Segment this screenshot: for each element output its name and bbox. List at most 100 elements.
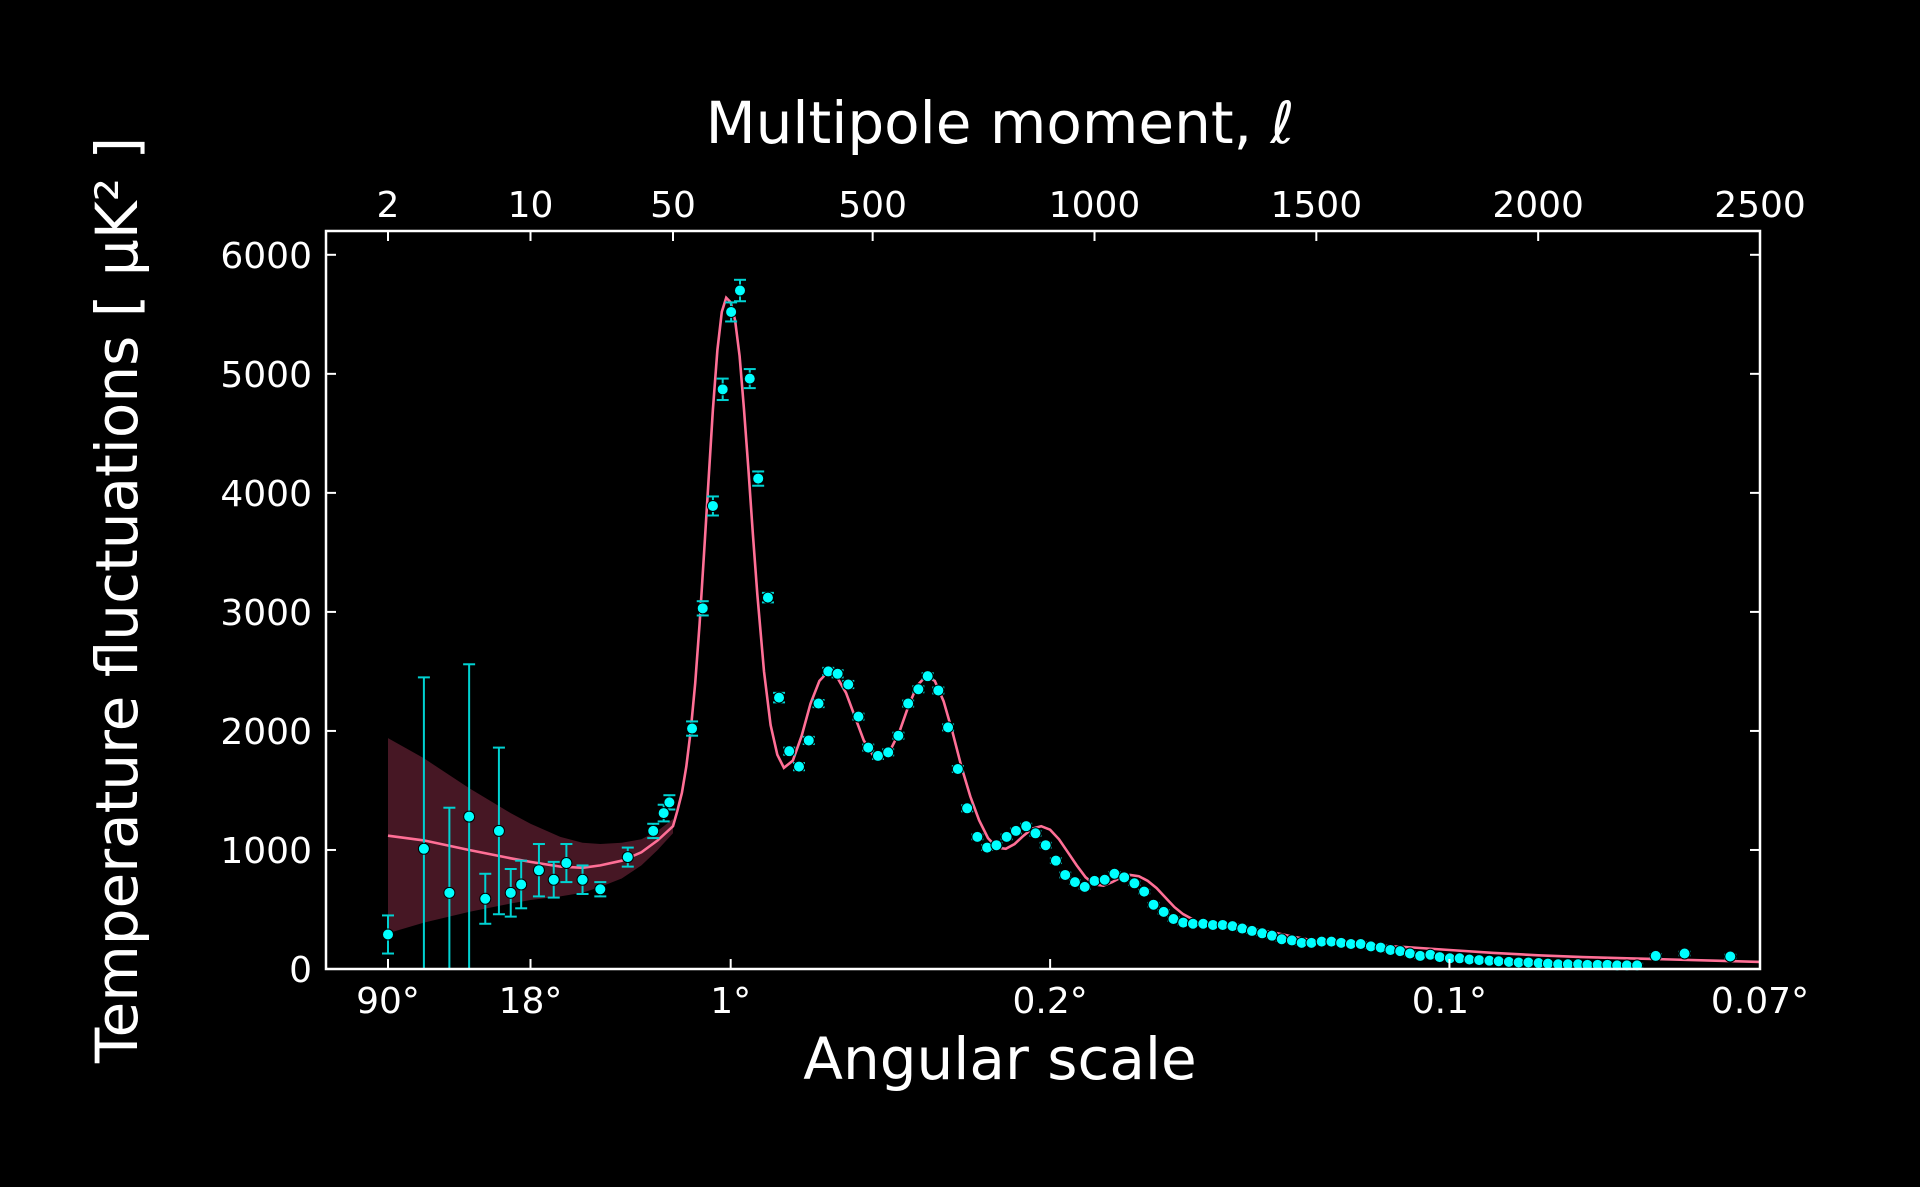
data-point [716, 383, 729, 396]
data-point [752, 472, 765, 485]
data-point [971, 830, 984, 843]
bottom-tick-label: 0.07° [1711, 981, 1809, 1022]
data-point [793, 760, 806, 773]
data-point [1522, 956, 1535, 969]
data-point [1394, 945, 1407, 958]
data-point [1197, 917, 1210, 930]
data-point [921, 670, 934, 683]
data-point [1335, 936, 1348, 949]
data-point [1541, 957, 1554, 970]
top-tick-label: 10 [508, 185, 554, 226]
data-points-layer [382, 284, 1737, 972]
data-point [1275, 933, 1288, 946]
data-point [1049, 854, 1062, 867]
data-point [1403, 947, 1416, 960]
data-point [1088, 874, 1101, 887]
data-point [961, 802, 974, 815]
data-point [1384, 943, 1397, 956]
data-point [871, 749, 884, 762]
data-point [1473, 954, 1486, 967]
data-point [1414, 949, 1427, 962]
data-point [1177, 916, 1190, 929]
data-point [594, 883, 607, 896]
top-tick-label: 2 [377, 185, 400, 226]
data-point [1157, 905, 1170, 918]
data-point [783, 745, 796, 758]
y-tick-label: 6000 [220, 236, 312, 277]
data-point [1039, 839, 1052, 852]
data-point [1649, 949, 1662, 962]
data-point [560, 857, 573, 870]
data-point [657, 807, 670, 820]
data-point [1492, 955, 1505, 968]
data-point [647, 824, 660, 837]
top-tick-label: 500 [838, 185, 907, 226]
data-point [812, 697, 825, 710]
data-point [912, 683, 925, 696]
data-point [1433, 951, 1446, 964]
data-point [1364, 940, 1377, 953]
top-tick-label: 2000 [1492, 185, 1584, 226]
bottom-tick-label: 0.1° [1412, 981, 1487, 1022]
data-point [1147, 898, 1160, 911]
data-point [515, 878, 528, 891]
bottom-axis-title: Angular scale [803, 1025, 1196, 1093]
data-point [1325, 935, 1338, 948]
data-point [479, 892, 492, 905]
data-point [382, 928, 394, 941]
data-point [773, 691, 786, 704]
data-point [547, 873, 560, 886]
data-point [1305, 936, 1318, 949]
data-point [892, 729, 905, 742]
data-point [1029, 827, 1042, 840]
top-tick-label: 1000 [1049, 185, 1141, 226]
data-point [951, 763, 964, 776]
axis-ticks-layer [326, 231, 1761, 970]
data-point [1453, 952, 1466, 965]
top-axis-title: Multipole moment, ℓ [706, 89, 1295, 157]
data-point [1245, 924, 1258, 937]
data-point [842, 678, 855, 691]
data-point [743, 372, 756, 385]
data-point [1216, 918, 1229, 931]
bottom-tick-label: 18° [499, 981, 563, 1022]
data-point [1256, 927, 1269, 940]
data-point [1374, 941, 1387, 954]
data-point [725, 305, 738, 318]
y-axis-title: Temperature fluctuations [ μK² ] [83, 137, 151, 1064]
bottom-tick-label: 90° [356, 981, 420, 1022]
data-point [1226, 920, 1239, 933]
data-point [1138, 885, 1151, 898]
bottom-tick-label: 1° [710, 981, 751, 1022]
data-point [1078, 880, 1091, 893]
data-point [733, 284, 746, 297]
data-point [492, 824, 505, 837]
data-point [1724, 950, 1737, 963]
y-tick-label: 1000 [220, 831, 312, 872]
data-point [862, 741, 875, 754]
data-point [1000, 830, 1013, 843]
y-tick-label: 3000 [220, 593, 312, 634]
data-point [686, 722, 699, 735]
data-point [663, 796, 676, 809]
plot-frame [324, 229, 1762, 971]
data-point [1118, 871, 1131, 884]
data-point [463, 810, 476, 823]
data-point [882, 746, 895, 759]
data-point [1009, 824, 1022, 837]
data-point [417, 842, 430, 855]
data-point [1098, 873, 1111, 886]
tick-labels-layer: 0 1000 2000 3000 4000 5000 6000 2 10 50 500 1000 150… [220, 185, 1809, 1022]
data-point [1059, 868, 1072, 881]
data-point [696, 602, 709, 615]
data-point [942, 721, 955, 734]
data-point [1020, 820, 1033, 833]
data-point [761, 591, 774, 604]
data-point [621, 851, 634, 864]
data-point [1068, 876, 1081, 889]
data-point [932, 684, 945, 697]
y-tick-label: 2000 [220, 712, 312, 753]
y-tick-label: 4000 [220, 474, 312, 515]
